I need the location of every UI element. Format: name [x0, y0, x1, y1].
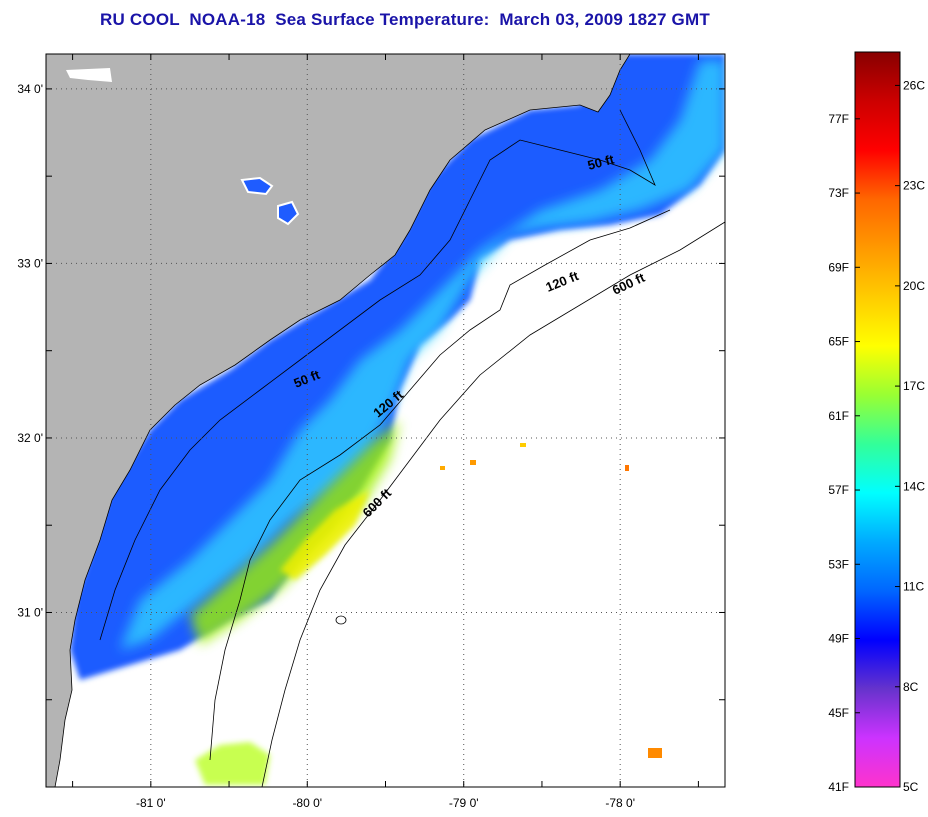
colorbar-label-f: 57F [828, 483, 849, 497]
map-content: 50 ft 50 ft 120 ft 120 ft 600 ft 600 ft [46, 54, 725, 787]
lat-tick-label: 34 0' [17, 82, 43, 96]
lat-tick-label: 31 0' [17, 605, 43, 619]
colorbar-label-f: 65F [828, 335, 849, 349]
colorbar-label-c: 5C [903, 780, 919, 794]
colorbar-label-f: 73F [828, 186, 849, 200]
lake-marion [240, 176, 274, 196]
warm-speck [520, 443, 526, 447]
warm-speck [440, 466, 445, 470]
sst-south-patch [195, 742, 270, 785]
colorbar-label-c: 23C [903, 179, 925, 193]
contour-50ft [99, 109, 656, 641]
colorbar-label-c: 8C [903, 680, 919, 694]
axis-labels: -81 0' -80 0' -79 0' -78 0' 34 0' 33 0' 32 0' 3… [17, 82, 635, 810]
contour-600ft [261, 221, 725, 787]
lon-tick-label: -80 0' [292, 796, 322, 810]
colorbar-label-f: 61F [828, 409, 849, 423]
lon-tick-label: -78 0' [605, 796, 635, 810]
sst-yellow-core [280, 490, 370, 580]
colorbar-label-f: 69F [828, 260, 849, 274]
colorbar-label-c: 20C [903, 279, 925, 293]
land-mass [46, 54, 631, 787]
colorbar-label-f: 77F [828, 112, 849, 126]
contour-120ft [209, 209, 671, 761]
colorbar-label-c: 14C [903, 479, 925, 493]
warm-speck [625, 465, 629, 471]
colorbar-label-f: 45F [828, 706, 849, 720]
warm-speck [648, 748, 662, 758]
colorbar-label-c: 11C [903, 580, 924, 594]
lat-tick-label: 32 0' [17, 431, 43, 445]
lake-fragment [66, 68, 112, 82]
contour-seamount [335, 615, 347, 625]
axis-ticks [46, 54, 725, 787]
colorbar [854, 51, 901, 788]
contour-label-50ft: 50 ft [586, 151, 616, 173]
colorbar-label-f: 41F [828, 780, 849, 794]
colorbar-label-f: 49F [828, 632, 849, 646]
colorbar-label-c: 26C [903, 78, 925, 92]
sst-mid-zone [120, 60, 725, 650]
graticule [46, 54, 725, 787]
colorbar-label-c: 17C [903, 379, 925, 393]
lat-tick-label: 33 0' [17, 256, 43, 270]
lon-tick-label: -81 0' [136, 796, 166, 810]
warm-speck [470, 460, 476, 465]
colorbar-label-f: 53F [828, 557, 849, 571]
lon-tick-label: -79 0' [449, 796, 479, 810]
page-title: RU COOL NOAA-18 Sea Surface Temperature:… [100, 10, 710, 29]
colorbar-labels: 26C 23C 20C 17C 14C 11C 8C 5C 77F 73F 69F 65F 61F 57F… [828, 78, 925, 794]
lake-moultrie [277, 200, 300, 226]
